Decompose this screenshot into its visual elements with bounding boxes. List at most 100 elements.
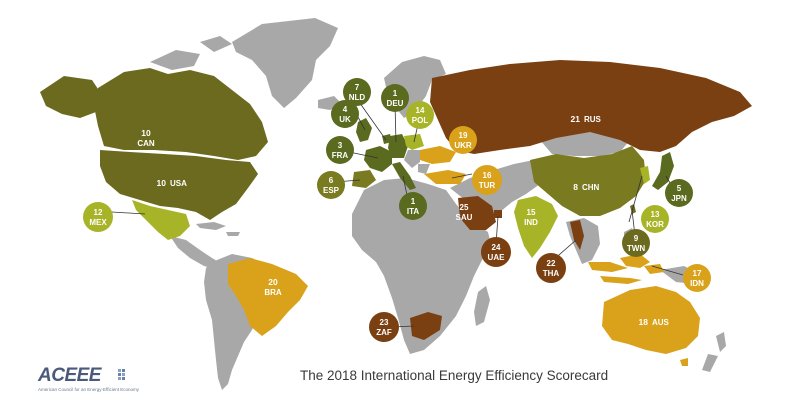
badge-twn: 9 TWN — [622, 229, 650, 257]
label-aus-rank: 18 — [639, 317, 649, 327]
badge-tha-circle — [536, 253, 566, 283]
badge-deu: 1 DEU — [381, 84, 409, 112]
leader-mex — [111, 211, 146, 215]
badge-tha-rank: 22 — [547, 259, 556, 268]
badge-zaf-code: ZAF — [376, 328, 392, 337]
country-ukr-shape — [420, 146, 456, 164]
label-aus-code: AUS — [652, 318, 670, 327]
badge-twn-code: TWN — [627, 244, 645, 253]
badge-nld-circle — [343, 78, 371, 106]
africa-shape — [352, 178, 492, 354]
badge-uae-code: UAE — [488, 253, 506, 262]
logo-tagline: American Council for an Energy-Efficient… — [38, 387, 139, 392]
central-america-shape — [170, 236, 222, 270]
badge-ita-rank: 1 — [411, 197, 416, 206]
badge-fra: 3 FRA — [326, 136, 354, 164]
label-bra: 20 BRA — [264, 277, 282, 297]
badge-twn-circle — [622, 229, 650, 257]
badge-ita-circle — [399, 192, 427, 220]
badge-mex-rank: 12 — [94, 208, 103, 217]
badge-uk-rank: 4 — [343, 105, 348, 114]
leader-fra — [348, 151, 379, 159]
label-usa-rank: 10 — [157, 178, 167, 188]
badge-kor-code: KOR — [646, 220, 664, 229]
badge-esp: 6 ESP — [317, 171, 345, 199]
badge-fra-circle — [326, 136, 354, 164]
badge-kor-rank: 13 — [651, 210, 660, 219]
badge-zaf-circle — [369, 312, 399, 342]
badge-ind-code: IND — [524, 218, 538, 227]
badge-nld-rank: 7 — [355, 83, 360, 92]
country-ita-shape — [392, 162, 416, 190]
country-mex-shape — [132, 200, 190, 240]
country-tha-shape — [570, 220, 584, 250]
country-ind-shape — [514, 196, 558, 258]
badge-sau: 25 SAU — [456, 203, 473, 222]
badge-ukr: 19 UKR — [449, 126, 477, 154]
label-aus: 18 AUS — [639, 317, 670, 327]
logo-wordmark: ACEEE — [38, 365, 101, 386]
badge-nld-code: NLD — [349, 93, 366, 102]
leader-idn — [651, 265, 684, 276]
badge-idn: 17 IDN — [683, 264, 711, 292]
badge-zaf-rank: 23 — [380, 318, 389, 327]
badge-pol-rank: 14 — [416, 106, 425, 115]
badge-kor: 13 KOR — [641, 205, 669, 233]
badge-uae: 24 UAE — [481, 237, 511, 267]
country-can-shape — [94, 68, 268, 160]
label-usa-code: USA — [170, 179, 187, 188]
badge-esp-code: ESP — [323, 186, 340, 195]
new-zealand-shape — [702, 332, 726, 372]
badge-idn-circle — [683, 264, 711, 292]
caribbean-shape — [196, 222, 240, 236]
badge-uk: 4 UK — [331, 100, 359, 128]
label-can: 10 CAN — [137, 128, 155, 148]
badge-ita: 1 ITA — [399, 192, 427, 220]
badge-esp-rank: 6 — [329, 176, 334, 185]
badge-pol-circle — [406, 101, 434, 129]
europe-rest-shape — [404, 150, 430, 174]
country-usa-alaska-shape — [40, 76, 100, 118]
badge-mex: 12 MEX — [83, 202, 113, 232]
badge-nld: 7 NLD — [343, 78, 371, 106]
label-chn-code: CHN — [582, 183, 600, 192]
badge-pol: 14 POL — [406, 101, 434, 129]
badge-tha: 22 THA — [536, 253, 566, 283]
country-kor-shape — [640, 166, 650, 184]
leader-kor — [628, 175, 643, 223]
country-rus-shape — [430, 60, 752, 154]
country-zaf-shape — [410, 312, 442, 340]
badge-uae-rank: 24 — [492, 243, 501, 252]
badge-sau-rank: 25 — [460, 203, 469, 212]
badge-jpn-circle — [665, 179, 693, 207]
label-can-rank: 10 — [141, 128, 151, 138]
badge-ind-rank: 15 — [527, 208, 536, 217]
country-bra-shape — [228, 258, 308, 336]
badge-esp-circle — [317, 171, 345, 199]
country-fra-shape — [364, 146, 392, 172]
badge-jpn: 5 JPN — [665, 179, 693, 207]
badge-jpn-rank: 5 — [677, 184, 682, 193]
label-rus-code: RUS — [584, 115, 602, 124]
leader-uk — [357, 116, 366, 131]
badge-uk-circle — [331, 100, 359, 128]
country-uk-shape — [356, 118, 372, 142]
label-can-code: CAN — [137, 139, 155, 148]
logo-dots-icon — [118, 369, 125, 380]
country-aus-tasmania-shape — [680, 358, 688, 366]
badge-tur-rank: 16 — [483, 171, 492, 180]
badge-mex-circle — [83, 202, 113, 232]
country-aus-shape — [602, 286, 700, 354]
arctic-islands-shape — [150, 36, 232, 70]
label-chn-rank: 8 — [573, 182, 578, 192]
mongolia-shape — [540, 132, 630, 156]
label-rus-rank: 21 — [571, 114, 581, 124]
badge-deu-rank: 1 — [393, 89, 398, 98]
badge-deu-code: DEU — [387, 99, 404, 108]
badge-ind: 15 IND — [524, 208, 538, 227]
aceee-logo: ACEEE American Council for an Energy-Eff… — [38, 365, 148, 395]
greenland-shape — [232, 18, 338, 108]
leader-nld — [356, 98, 387, 141]
